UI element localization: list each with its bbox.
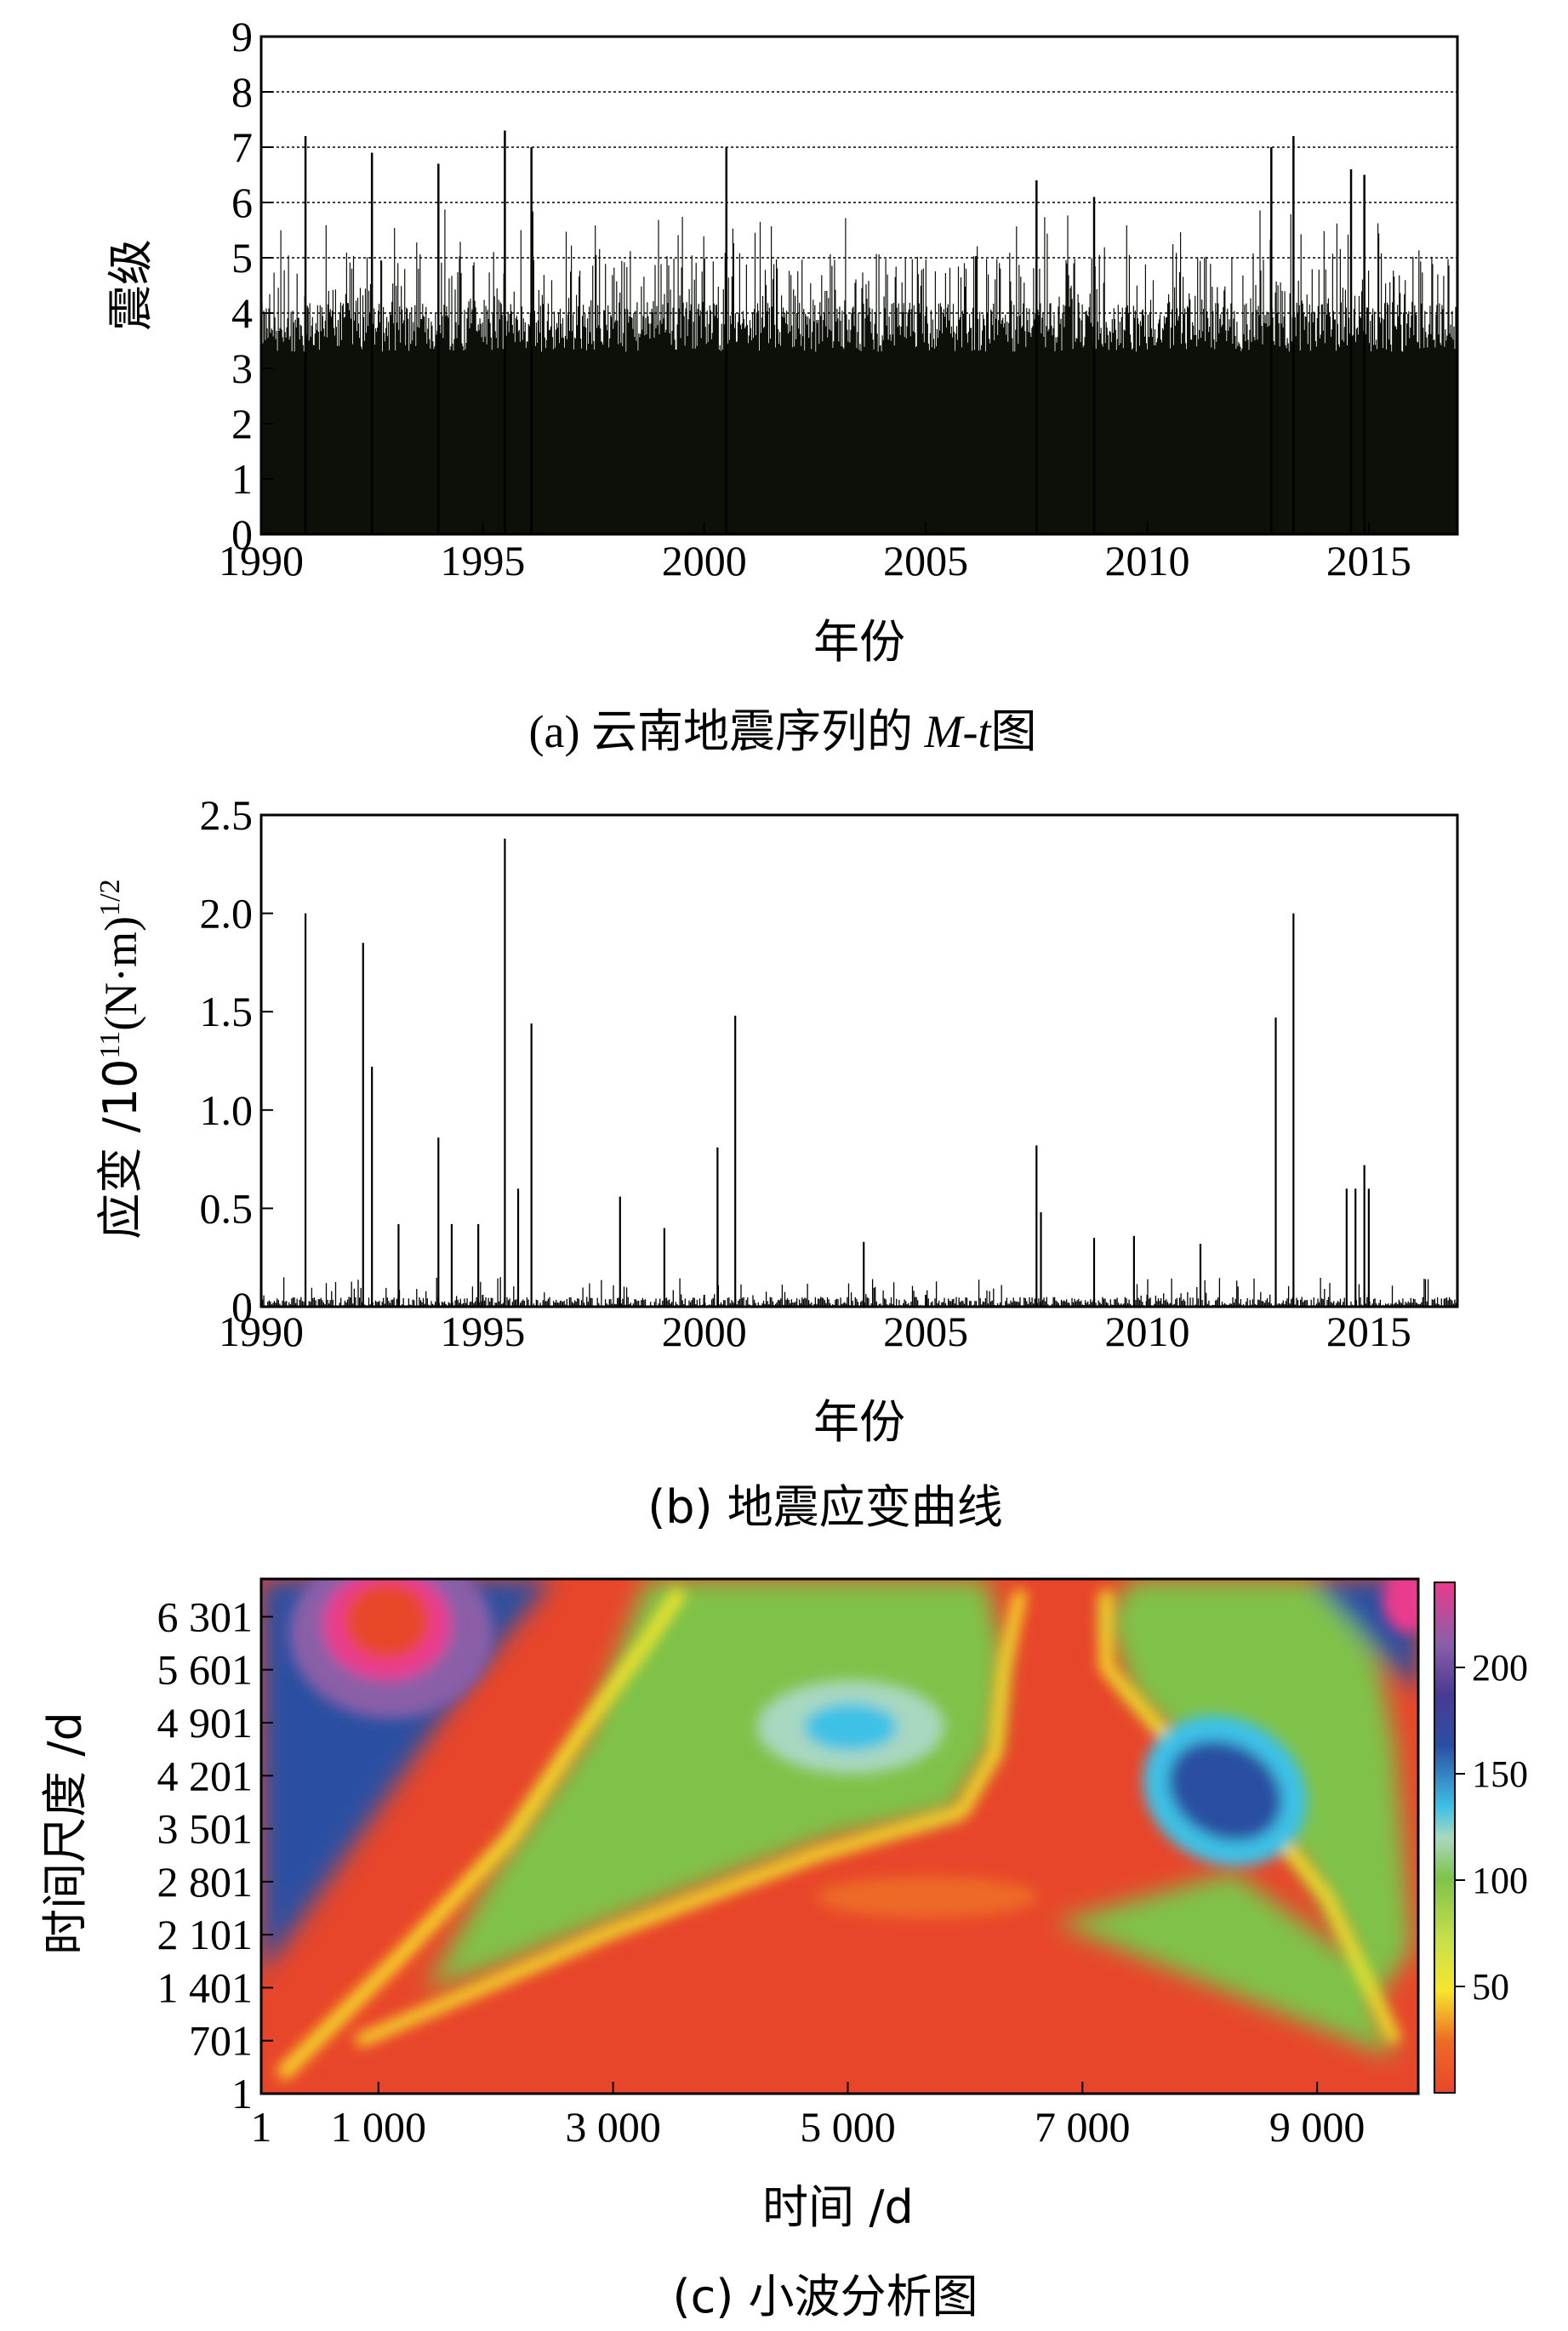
panel-c-ytick-label: 4 201 [157, 1752, 254, 1799]
heatmap-yellow-rim-1 [276, 1587, 687, 2081]
panel-c-xtick-label: 5 000 [800, 2103, 896, 2151]
panel-a-caption: (a) 云南地震序列的 M-t图 [529, 704, 1037, 758]
heatmap-cyan-middle [804, 1703, 898, 1751]
panel-b-ytick-label: 1.0 [200, 1086, 254, 1134]
panel-b-xtick-label: 2000 [662, 1308, 747, 1355]
panel-a-xtick-label: 2010 [1104, 537, 1189, 584]
panel-c-xtick-label: 9 000 [1269, 2103, 1366, 2151]
panel-c-xtick-label: 3 000 [565, 2103, 661, 2151]
panel-a-ytick-label: 9 [231, 13, 253, 60]
panel-b-ytick-label: 2.0 [200, 890, 254, 938]
panel-b-caption: (b) 地震应变曲线 [647, 1480, 1003, 1534]
panel-b-xtick-label: 1990 [219, 1308, 304, 1355]
panel-c-ytick-label: 3 501 [157, 1805, 254, 1853]
panel-a-xtick-label: 1990 [219, 537, 304, 584]
panel-c-ytick-label: 701 [189, 2017, 253, 2065]
panel-a-ytick-label: 0 [231, 510, 253, 558]
panel-c-ytick-label: 4 901 [157, 1699, 254, 1747]
panel-a-xtick-label: 1995 [440, 537, 525, 584]
heatmap-orange-bump [817, 1877, 1038, 1918]
panel-b-frame [259, 813, 1459, 1308]
panel-c-xtick-label: 1 000 [331, 2103, 427, 2151]
panel-a-ytick-label: 4 [231, 289, 253, 337]
colorbar [1434, 1582, 1456, 2094]
colorbar-tick-label: 200 [1472, 1647, 1528, 1689]
panel-a-ylabel: 震级 [104, 239, 157, 331]
panel-b-xlabel: 年份 [813, 1395, 905, 1449]
panel-a-gridlines [261, 91, 1457, 314]
panel-b-ytick-label: 2.5 [200, 791, 254, 839]
panel-b-xtick-label: 2015 [1326, 1308, 1411, 1355]
panel-a-ytick-label: 1 [231, 455, 253, 503]
panel-b-strain-curve: 1990 1995 2000 2005 2010 2015 0 0.5 1.0 1.5 2.0 2.5… [94, 791, 1459, 1534]
panel-b-background-strain [261, 1277, 1457, 1307]
panel-c-ytick-label: 2 101 [157, 1911, 254, 1958]
heatmap-blue-right [1168, 1740, 1282, 1842]
panel-a-frame [259, 35, 1459, 536]
panel-c-xlabel: 时间 /d [762, 2180, 914, 2234]
panel-b-ticks: 1990 1995 2000 2005 2010 2015 0 0.5 1.0 1.5 2.0 2.5 [200, 791, 1411, 1355]
panel-a-xlabel: 年份 [813, 615, 905, 669]
panel-a-ytick-label: 6 [231, 179, 253, 226]
panel-a-ytick-label: 7 [231, 123, 253, 171]
colorbar-tick-label: 100 [1472, 1860, 1528, 1901]
heatmap-red-core-top-left [345, 1582, 430, 1659]
panel-c-frame [259, 1577, 1420, 2095]
panel-b-xtick-label: 1995 [440, 1308, 525, 1355]
panel-c-ytick-label: 1 [231, 2070, 253, 2117]
panel-c-ytick-label: 6 301 [157, 1593, 254, 1640]
panel-c-xtick-label: 7 000 [1035, 2103, 1131, 2151]
panel-a-magnitude-bars [261, 130, 1457, 534]
panel-b-ytick-label: 1.5 [200, 988, 254, 1035]
panel-a-magnitude-time: 1990 1995 2000 2005 2010 2015 0 1 2 3 4 5 6 7 8 9 震级 年份… [104, 13, 1459, 758]
panel-a-xtick-label: 2005 [883, 537, 968, 584]
panel-c-xtick-label: 1 [251, 2103, 272, 2151]
panel-b-ylabel: 应变 /1011(N·m)1/2 [94, 879, 147, 1239]
panel-a-ytick-label: 3 [231, 345, 253, 392]
panel-a-ticks: 1990 1995 2000 2005 2010 2015 0 1 2 3 4 5 6 7 8 9 [219, 13, 1411, 584]
panel-a-xtick-label: 2015 [1326, 537, 1411, 584]
panel-c-wavelet: 1 1 000 3 000 5 000 7 000 9 000 1 701 1 401 2 101… [38, 1577, 1528, 2323]
panel-c-ticks: 1 1 000 3 000 5 000 7 000 9 000 1 701 1 401 2 101… [157, 1593, 1366, 2151]
panel-c-caption: (c) 小波分析图 [673, 2270, 978, 2323]
panel-a-ytick-label: 8 [231, 68, 253, 116]
panel-a-xtick-label: 2000 [662, 537, 747, 584]
panel-a-ytick-label: 2 [231, 400, 253, 447]
panel-b-xtick-label: 2010 [1104, 1308, 1189, 1355]
panel-c-heatmap [261, 1579, 1418, 2094]
panel-c-ytick-label: 2 801 [157, 1858, 254, 1906]
panel-a-ytick-label: 5 [231, 234, 253, 282]
panel-a-event-sticks [261, 209, 1457, 379]
heatmap-pink-top-right [1383, 1579, 1418, 1633]
panel-b-xtick-label: 2005 [883, 1308, 968, 1355]
panel-c-ytick-label: 5 601 [157, 1646, 254, 1694]
heatmap-yellow-rim-2 [355, 1589, 1027, 2048]
panel-b-ytick-label: 0.5 [200, 1184, 254, 1232]
panel-c-ylabel: 时间尺度 /d [38, 1712, 92, 1955]
panel-c-ytick-label: 1 401 [157, 1963, 254, 2011]
colorbar-ticks: 50 100 150 200 [1455, 1647, 1528, 2008]
colorbar-tick-label: 50 [1472, 1966, 1509, 2008]
panel-a-dense-events [261, 373, 1457, 534]
panel-b-ytick-label: 0 [231, 1283, 253, 1331]
colorbar-tick-label: 150 [1472, 1753, 1528, 1795]
heatmap-green-wedge [1055, 1872, 1395, 2059]
panel-b-strain-spikes [261, 838, 1457, 1307]
